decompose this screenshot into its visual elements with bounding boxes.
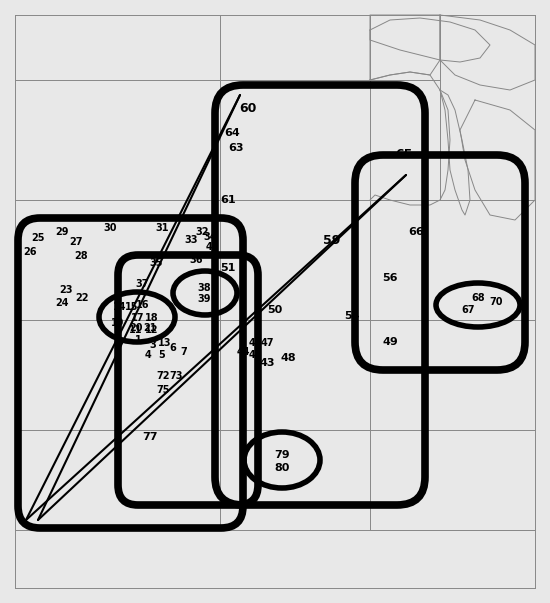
- Text: 4: 4: [145, 350, 151, 360]
- Text: 45: 45: [248, 338, 262, 348]
- Text: 15: 15: [125, 302, 139, 312]
- Text: 25: 25: [31, 233, 45, 243]
- Text: 6: 6: [169, 343, 177, 353]
- Text: 38: 38: [197, 283, 211, 293]
- Text: 13: 13: [158, 338, 172, 348]
- Text: 11: 11: [129, 325, 143, 335]
- Text: 40: 40: [205, 242, 219, 252]
- Text: 30: 30: [103, 223, 117, 233]
- Text: 24: 24: [55, 298, 69, 308]
- Text: 43: 43: [259, 358, 275, 368]
- Text: 65: 65: [395, 148, 412, 162]
- Text: 67: 67: [461, 305, 475, 315]
- Text: 33: 33: [184, 235, 198, 245]
- Text: 72: 72: [156, 371, 170, 381]
- Text: 64: 64: [224, 128, 240, 138]
- Text: 48: 48: [280, 353, 296, 363]
- Text: 12: 12: [145, 325, 159, 335]
- Text: 51: 51: [221, 263, 236, 273]
- Text: 39: 39: [197, 294, 211, 304]
- Text: 19: 19: [111, 318, 125, 328]
- Text: 73: 73: [169, 371, 183, 381]
- Text: 1: 1: [135, 335, 141, 345]
- Text: 37: 37: [135, 279, 149, 289]
- Text: 80: 80: [274, 463, 290, 473]
- Text: 16: 16: [136, 300, 150, 310]
- Text: 63: 63: [228, 143, 244, 153]
- Text: 60: 60: [239, 101, 257, 115]
- Text: 54: 54: [344, 311, 360, 321]
- Text: 27: 27: [69, 237, 82, 247]
- Text: 14: 14: [113, 302, 127, 312]
- Text: 46: 46: [248, 350, 262, 360]
- Text: 3: 3: [150, 340, 156, 350]
- Text: 77: 77: [142, 432, 158, 442]
- Text: 31: 31: [155, 223, 169, 233]
- Text: 68: 68: [471, 293, 485, 303]
- Text: 28: 28: [74, 251, 88, 261]
- Text: 61: 61: [220, 195, 236, 205]
- Text: 50: 50: [267, 305, 283, 315]
- Text: 5: 5: [158, 350, 166, 360]
- Text: 29: 29: [55, 227, 69, 237]
- Text: 79: 79: [274, 450, 290, 460]
- Text: 36: 36: [189, 255, 203, 265]
- Text: 70: 70: [490, 297, 503, 307]
- Text: 20: 20: [129, 323, 143, 333]
- Text: 47: 47: [260, 338, 274, 348]
- Text: 26: 26: [23, 247, 37, 257]
- Text: 18: 18: [145, 313, 159, 323]
- Text: 32: 32: [195, 227, 209, 237]
- Text: 17: 17: [131, 313, 145, 323]
- Text: 35: 35: [149, 258, 163, 268]
- Text: 34: 34: [204, 232, 217, 242]
- Text: 21: 21: [143, 323, 157, 333]
- Text: 56: 56: [382, 273, 398, 283]
- Text: 22: 22: [75, 293, 89, 303]
- Text: 59: 59: [323, 233, 340, 247]
- Text: 75: 75: [156, 385, 170, 395]
- Text: 7: 7: [180, 347, 188, 357]
- Text: 44: 44: [236, 347, 250, 357]
- Text: 23: 23: [59, 285, 73, 295]
- Text: 66: 66: [408, 227, 424, 237]
- Text: 49: 49: [382, 337, 398, 347]
